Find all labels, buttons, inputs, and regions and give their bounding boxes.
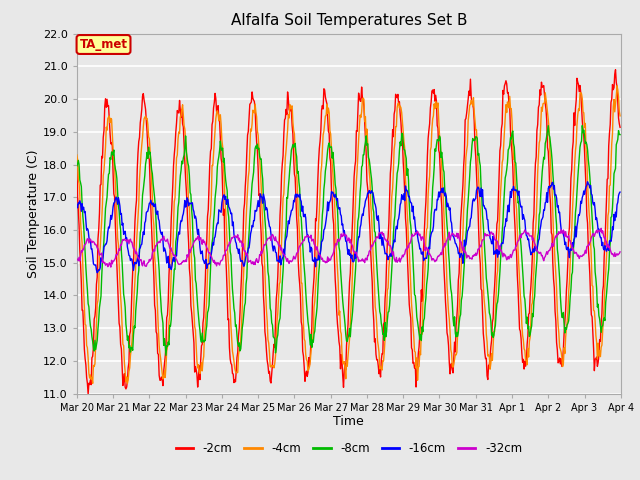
Y-axis label: Soil Temperature (C): Soil Temperature (C) xyxy=(27,149,40,278)
X-axis label: Time: Time xyxy=(333,415,364,429)
Legend: -2cm, -4cm, -8cm, -16cm, -32cm: -2cm, -4cm, -8cm, -16cm, -32cm xyxy=(171,437,527,460)
Title: Alfalfa Soil Temperatures Set B: Alfalfa Soil Temperatures Set B xyxy=(230,13,467,28)
Text: TA_met: TA_met xyxy=(79,38,127,51)
